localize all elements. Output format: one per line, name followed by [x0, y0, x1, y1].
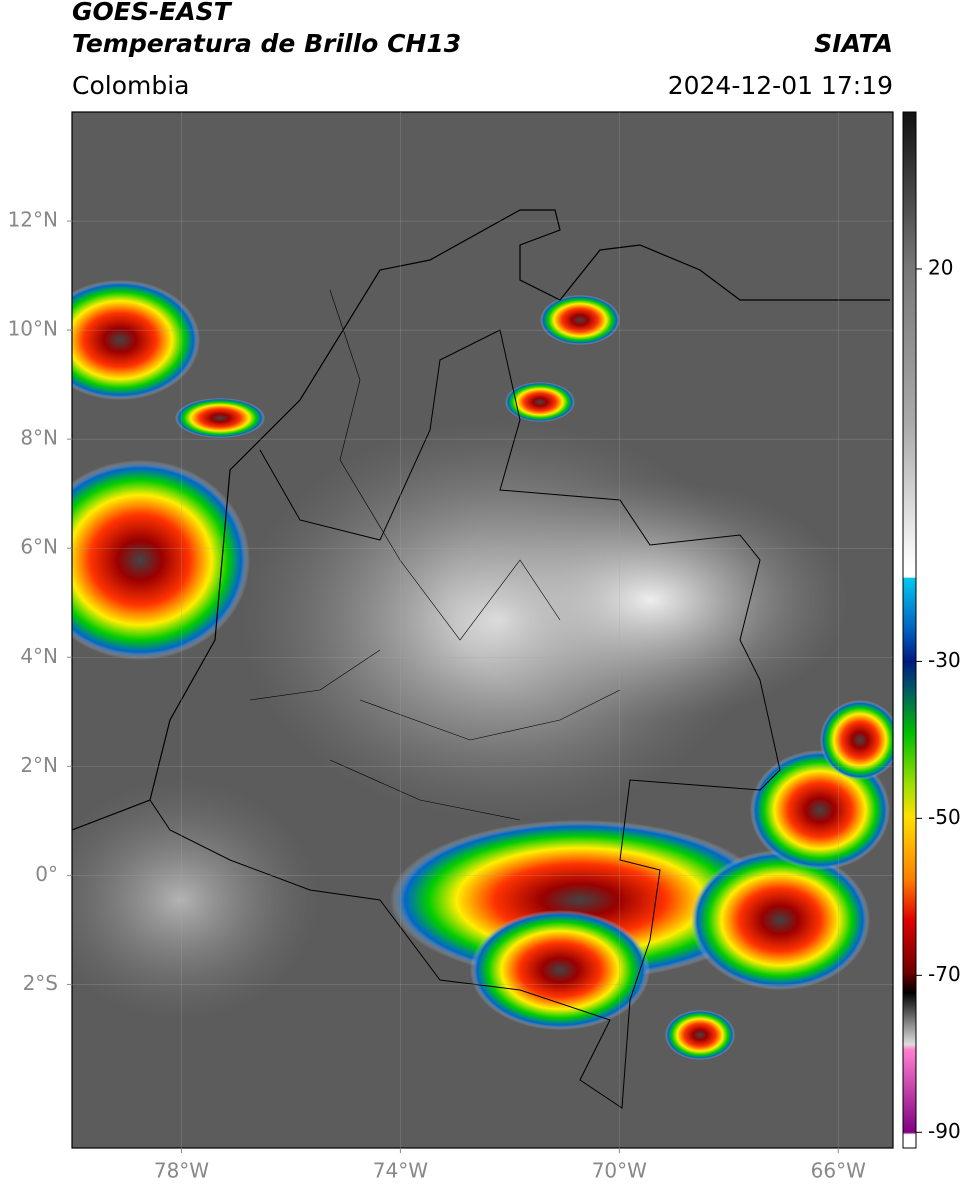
colorbar-tick-label: -70: [928, 962, 961, 986]
source: SIATA: [814, 29, 893, 58]
storm: [750, 750, 890, 870]
storm: [72, 280, 200, 400]
storm: [470, 910, 650, 1030]
colorbar-tick-label: -90: [928, 1119, 961, 1143]
storm: [505, 382, 575, 422]
storm: [540, 295, 620, 345]
y-tick-label: 8°N: [20, 426, 58, 450]
cloud: [72, 780, 320, 1020]
timestamp: 2024-12-01 17:19: [668, 71, 893, 100]
title: GOES-EAST: [72, 0, 233, 26]
storm: [690, 850, 870, 990]
map-frame: [71, 111, 894, 1149]
y-tick-label: 2°N: [20, 753, 58, 777]
storm: [820, 700, 893, 780]
region: Colombia: [72, 71, 189, 100]
cloud: [450, 480, 850, 720]
y-tick-label: 10°N: [8, 317, 58, 341]
storm: [72, 460, 250, 660]
storm: [175, 398, 265, 438]
y-tick-label: 0°: [35, 862, 58, 886]
y-tick-label: 12°N: [8, 208, 58, 232]
y-tick-label: 4°N: [20, 644, 58, 668]
colorbar: [902, 111, 917, 1149]
x-tick-label: 78°W: [154, 1159, 209, 1183]
satellite-image: [72, 112, 893, 1148]
storm: [665, 1010, 735, 1060]
x-tick-label: 74°W: [373, 1159, 428, 1183]
x-tick-label: 66°W: [811, 1159, 866, 1183]
colorbar-tick-label: -30: [928, 648, 961, 672]
colorbar-tick-label: 20: [928, 255, 953, 279]
department-borders: [249, 289, 621, 821]
coastline: [72, 209, 890, 831]
colorbar-tick-label: -50: [928, 805, 961, 829]
y-tick-label: 6°N: [20, 535, 58, 559]
subtitle: Temperatura de Brillo CH13: [72, 29, 461, 58]
x-tick-label: 70°W: [592, 1159, 647, 1183]
y-tick-label: 2°S: [23, 971, 58, 995]
